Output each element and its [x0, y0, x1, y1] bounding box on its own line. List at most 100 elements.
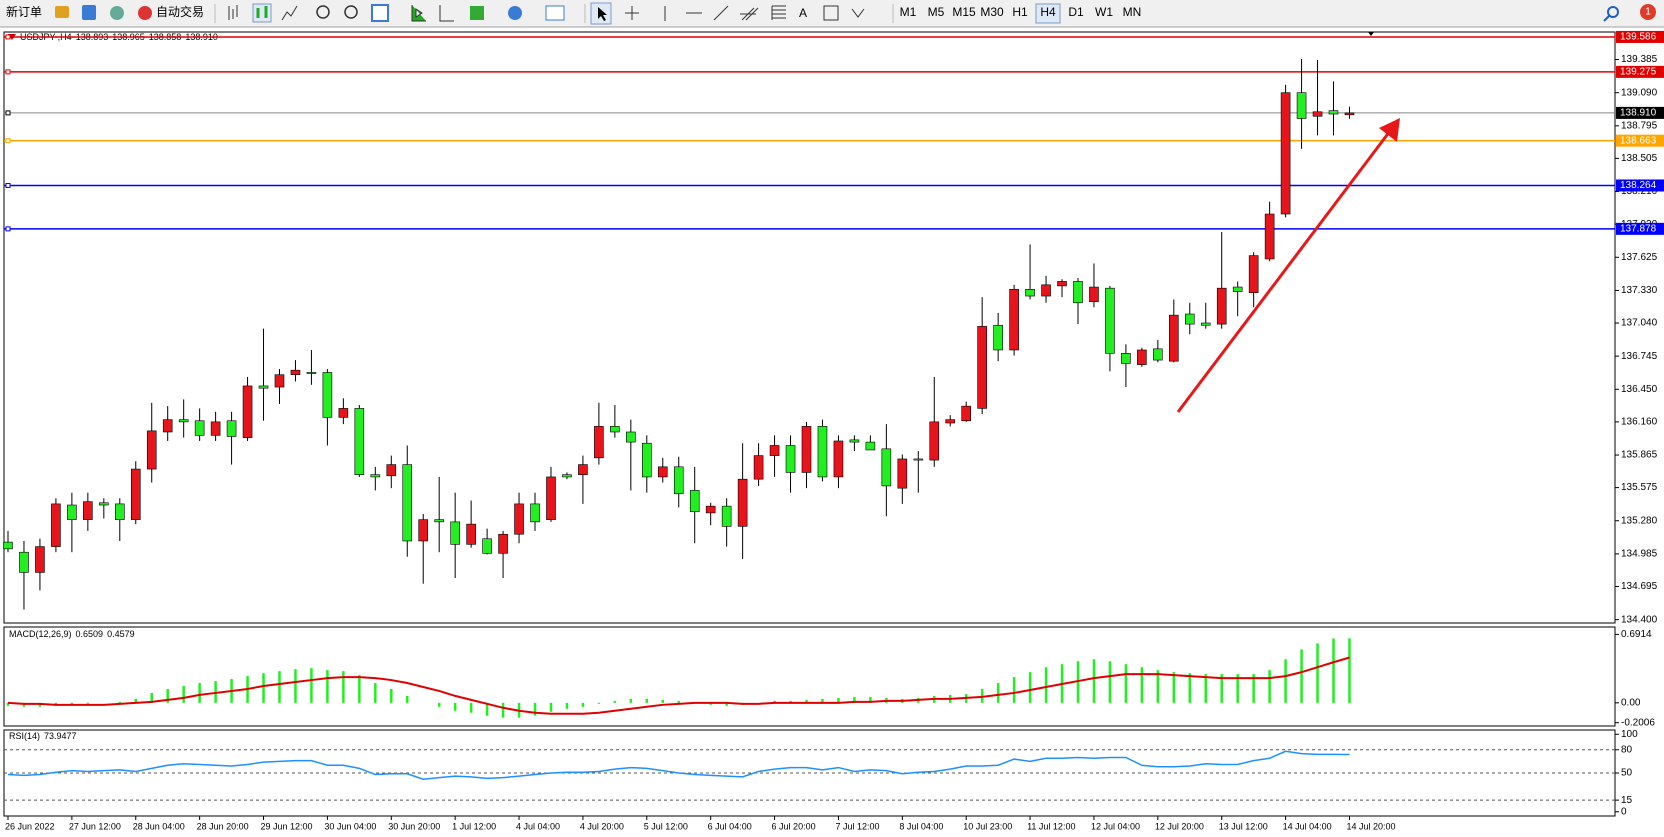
candle-body: [737, 478, 748, 527]
candle-body: [961, 405, 972, 422]
signal-line: [7, 656, 1350, 715]
timeframe-button[interactable]: MN: [1123, 5, 1142, 19]
candle-body: [1296, 92, 1307, 119]
active-timeframe: [1035, 3, 1061, 24]
arrows-tool[interactable]: [851, 8, 865, 18]
level-handle: [5, 69, 11, 75]
timeframe-button[interactable]: H1: [1012, 5, 1028, 19]
y-tick-label: 137.330: [1621, 285, 1658, 296]
autoscroll-icon[interactable]: [411, 5, 426, 22]
candle-body: [402, 464, 413, 542]
zoom-out-icon[interactable]: [344, 5, 358, 19]
candle-body: [386, 464, 397, 477]
icon[interactable]: [110, 6, 124, 20]
rsi-line: [7, 750, 1350, 780]
x-tick-label: 28 Jun 20:00: [197, 821, 249, 831]
icon[interactable]: [55, 6, 69, 18]
timeframe-button[interactable]: H4: [1040, 5, 1056, 19]
candle-body: [434, 519, 444, 523]
candle-body: [673, 466, 684, 495]
indicator-title-part: 0.6509: [76, 629, 104, 639]
x-tick-label: 6 Jul 04:00: [708, 821, 752, 831]
cursor-icon: [598, 7, 607, 21]
candle-body: [1153, 348, 1163, 361]
timeframes: M1 M5 M15 M30 H1 H4 D1 W1 MN: [900, 3, 1142, 24]
candle-body: [610, 426, 620, 433]
zoom-in-icon[interactable]: [316, 5, 330, 19]
timeframe-button[interactable]: D1: [1068, 5, 1084, 19]
indicator-title: MACD(12,26,9) 0.6509 0.4579: [9, 629, 135, 639]
x-tick-label: 10 Jul 23:00: [963, 821, 1012, 831]
candle-body: [19, 551, 29, 573]
panel-frame: [3, 626, 1616, 727]
candle-icon[interactable]: [252, 3, 272, 23]
tile-icon[interactable]: [371, 4, 389, 22]
candle-body: [929, 421, 940, 461]
candle-body: [993, 324, 1003, 351]
x-tick-label: 14 Jul 04:00: [1283, 821, 1332, 831]
alert-badge[interactable]: [1640, 4, 1656, 20]
candle-body: [210, 421, 221, 436]
annotation-arrow: [1176, 118, 1400, 413]
level-handle: [5, 182, 11, 188]
candle-body: [1328, 110, 1339, 115]
y-tick-label: 139.385: [1621, 54, 1658, 65]
timeframe-button[interactable]: M1: [900, 5, 917, 19]
candle-body: [1009, 288, 1019, 351]
search-icon[interactable]: [1607, 6, 1619, 18]
channel-icon[interactable]: [740, 7, 759, 21]
candle-body: [354, 408, 365, 475]
alert-count: 1: [1645, 7, 1651, 18]
indicator-title-part: MACD(12,26,9): [9, 629, 72, 639]
bar-chart-icon[interactable]: [228, 5, 238, 20]
templates-icon[interactable]: [545, 5, 565, 21]
candle-body: [514, 503, 524, 535]
candle-body: [1232, 286, 1243, 292]
shift-icon[interactable]: [439, 5, 454, 22]
x-tick-label: 4 Jul 20:00: [580, 821, 624, 831]
candle-body: [546, 476, 556, 520]
fibo-icon[interactable]: [771, 5, 786, 20]
auto-trading-button[interactable]: 自动交易: [156, 4, 204, 19]
crosshair-icon[interactable]: [625, 6, 639, 20]
x-tick-label: 11 Jul 12:00: [1027, 821, 1075, 831]
y-tick-label: 135.865: [1621, 450, 1658, 461]
candle-body: [1248, 255, 1259, 293]
periods-icon[interactable]: [508, 6, 522, 20]
timeframe-button[interactable]: M30: [980, 5, 1004, 19]
candle-body: [114, 503, 125, 520]
candle-body: [849, 439, 860, 443]
line-chart-icon[interactable]: [281, 5, 298, 21]
candle-body: [274, 374, 285, 388]
candle-body: [753, 455, 764, 480]
level-label-bg: [1616, 30, 1664, 43]
candle-body: [1057, 281, 1067, 287]
timeframe-button[interactable]: M5: [928, 5, 945, 19]
x-tick-label: 29 Jun 12:00: [261, 821, 313, 831]
new-order-button[interactable]: 新订单: [6, 4, 42, 19]
candle-body: [258, 385, 269, 389]
y-tick-label: 137.625: [1621, 252, 1658, 263]
timeframe-button[interactable]: M15: [952, 5, 976, 19]
trendline-icon[interactable]: [713, 5, 729, 21]
auto-trading-icon[interactable]: [138, 6, 152, 20]
level-label-bg: [1616, 65, 1664, 78]
candle-body: [801, 426, 812, 473]
y-tick-label: 135.280: [1621, 515, 1658, 526]
indicators-icon[interactable]: [470, 6, 484, 20]
candle-body: [897, 458, 908, 489]
text-tool[interactable]: A: [799, 6, 807, 20]
x-tick-label: 14 Jul 20:00: [1346, 821, 1395, 831]
candle-body: [1121, 353, 1131, 364]
candle-body: [1312, 111, 1323, 117]
y-tick-label: 134.695: [1621, 581, 1658, 592]
timeframe-button[interactable]: W1: [1095, 5, 1113, 19]
icon[interactable]: [82, 5, 96, 20]
level-handle: [5, 110, 11, 116]
candle-body: [1089, 286, 1099, 302]
search-icon-handle: [1603, 15, 1610, 22]
x-tick-label: 27 Jun 12:00: [69, 821, 121, 831]
label-tool[interactable]: [823, 5, 839, 21]
